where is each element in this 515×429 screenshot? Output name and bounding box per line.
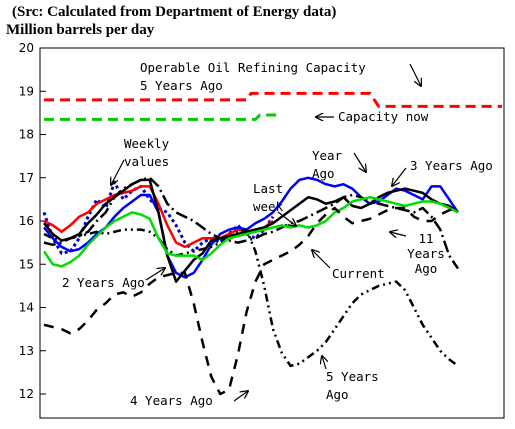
annotation-lastweek: Last week [253, 181, 284, 214]
series-line-two_years [43, 176, 460, 270]
annotation-cap_title: Operable Oil Refining Capacity 5 Years Ag… [140, 60, 366, 93]
chart-units-label: Million barrels per day [6, 22, 155, 38]
y-tick-label: 17 [19, 171, 34, 185]
annotation-line: Years [407, 246, 445, 261]
annotation-line: 3 Years Ago [410, 158, 493, 173]
annotation-fiveyears: 5 Years Ago [326, 369, 379, 402]
annotation-line: Ago [415, 261, 438, 276]
annotation-arrow [392, 167, 407, 186]
annotation-arrow [390, 232, 407, 236]
annotation-line: values [124, 154, 169, 169]
series-line-year_ago [43, 176, 460, 279]
annotation-line: Ago [326, 387, 349, 402]
plot-frame [39, 47, 505, 419]
annotation-arrow [145, 268, 165, 281]
annotation-arrow [322, 356, 326, 370]
annotation-line: week [253, 199, 284, 214]
annotation-line: Ago [312, 166, 335, 181]
annotation-arrow [353, 152, 366, 172]
annotation-arrow [409, 63, 421, 86]
annotation-line: 5 Years Ago [140, 78, 223, 93]
y-tick-label: 20 [19, 41, 34, 55]
chart-annotations: Operable Oil Refining Capacity 5 Years Ag… [62, 60, 493, 408]
annotation-twoyears: 2 Years Ago [62, 275, 145, 290]
annotation-threeyears: 3 Years Ago [410, 158, 493, 173]
series-line-cap5 [44, 91, 502, 108]
annotation-line: 2 Years Ago [62, 275, 145, 290]
annotation-fouryears: 4 Years Ago [130, 393, 213, 408]
annotation-line: Capacity now [338, 109, 429, 124]
annotation-yearago: Year Ago [312, 148, 343, 181]
series-line-three_years [43, 178, 459, 283]
annotation-line: Year [312, 148, 343, 163]
y-tick-label: 13 [19, 344, 34, 358]
annotation-line: 5 Years [326, 369, 379, 384]
y-tick-label: 16 [19, 214, 34, 228]
annotation-elevenyears: 11 Years Ago [407, 231, 445, 276]
annotation-line: Weekly [124, 136, 170, 151]
series-line-four_years [43, 206, 459, 396]
y-tick-label: 19 [19, 84, 34, 98]
annotation-arrow [312, 250, 331, 269]
y-tick-label: 18 [19, 128, 34, 142]
annotation-line: Current [332, 266, 385, 281]
series-line-current [43, 185, 274, 249]
annotation-line: 11 [418, 231, 433, 246]
chart-axes: 12 13 14 15 16 17 18 19 20 [19, 41, 505, 419]
series-line-eleven_years [42, 195, 459, 268]
annotation-capnow: Capacity now [338, 109, 429, 124]
chart-series [42, 91, 502, 396]
y-tick-label: 12 [19, 387, 34, 401]
y-tick-label: 15 [19, 257, 34, 271]
annotation-arrow [277, 211, 296, 226]
annotation-arrow [111, 159, 125, 185]
annotation-weekly: Weekly values [124, 136, 170, 169]
annotation-line: Last [253, 181, 283, 196]
annotation-line: 4 Years Ago [130, 393, 213, 408]
annotation-arrow [233, 391, 248, 402]
annotation-current: Current [332, 266, 385, 281]
series-line-five_years [43, 228, 459, 368]
series-line-capnow [44, 113, 282, 121]
annotation-line: Operable Oil Refining Capacity [140, 60, 366, 75]
chart-source-note: (Src: Calculated from Department of Ener… [12, 4, 337, 20]
y-tick-label: 14 [19, 301, 34, 315]
